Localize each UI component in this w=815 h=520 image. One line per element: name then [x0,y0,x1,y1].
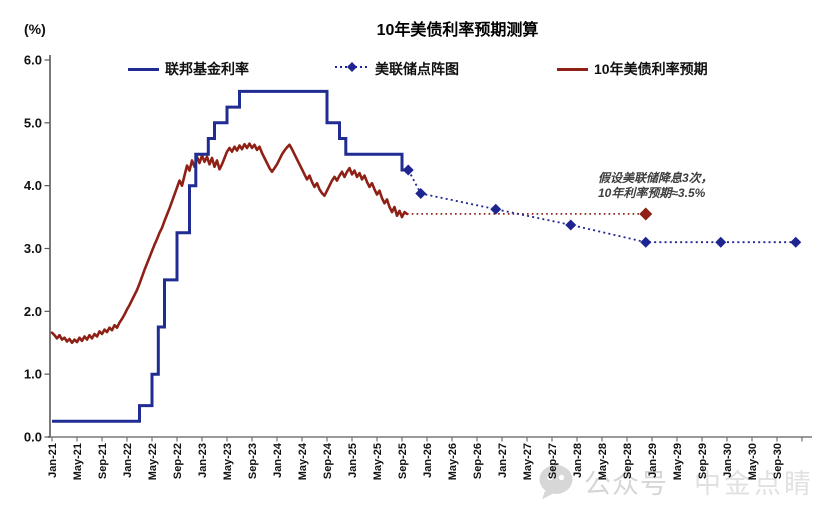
x-tick-label: May-23 [222,443,234,480]
y-tick-label: 0.0 [24,430,42,445]
dot-plot-marker [715,236,727,248]
x-tick-label: Sep-28 [622,443,634,479]
x-tick-label: Jan-24 [272,442,284,478]
x-tick-label: May-21 [72,443,84,480]
legend-label: 10年美债利率预期 [594,61,708,77]
x-tick-label: Sep-23 [247,443,259,479]
x-tick-label: Sep-30 [772,443,784,479]
x-tick-label: May-30 [747,443,759,480]
x-tick-label: Jan-27 [497,443,509,478]
x-tick-label: Sep-29 [697,443,709,479]
legend-label: 美联储点阵图 [375,61,459,77]
y-tick-label: 2.0 [24,304,42,319]
chart-title: 10年美债利率预期测算 [376,22,539,39]
x-tick-label: May-25 [372,443,384,480]
y-tick-label: 5.0 [24,115,42,130]
x-tick-label: May-27 [522,443,534,480]
x-tick-label: Jan-28 [572,443,584,478]
dot-plot-marker [415,188,427,200]
x-tick-label: Jan-22 [122,443,134,478]
x-tick-label: Sep-22 [172,443,184,479]
legend-label: 联邦基金利率 [165,61,249,77]
x-tick-label: May-24 [297,442,309,480]
annotation-line2: 10年利率预期≈3.5% [598,186,706,200]
dot-plot-marker [640,236,652,248]
x-tick-label: May-28 [597,443,609,480]
dot-plot-marker [790,236,802,248]
forecast-diamond-marker [639,207,653,221]
x-tick-label: Jan-21 [47,443,59,478]
x-tick-label: May-29 [672,443,684,480]
y-tick-label: 1.0 [24,367,42,382]
x-tick-label: Sep-21 [97,443,109,479]
fed-funds-line [52,89,407,423]
x-tick-label: Jan-25 [347,443,359,478]
treasury-forecast-line [50,142,409,345]
x-tick-label: Jan-26 [422,443,434,478]
x-tick-label: Jan-29 [647,443,659,478]
treasury-legend-swatch [557,67,588,71]
x-tick-label: Sep-24 [322,442,334,479]
y-axis-unit-label: (%) [24,21,46,37]
y-tick-label: 4.0 [24,178,42,193]
legend-item-fed-funds: 联邦基金利率 [128,60,249,78]
x-tick-label: Sep-25 [397,443,409,479]
x-tick-label: May-22 [147,443,159,480]
dot-plot-marker [402,164,414,176]
dot-plot-legend-swatch [335,60,369,78]
x-tick-label: Jan-30 [722,443,734,478]
legend-item-dot-plot: 美联储点阵图 [335,60,459,78]
x-tick-label: Sep-27 [547,443,559,479]
dot-plot-marker [490,203,502,215]
y-tick-label: 3.0 [24,241,42,256]
fed-funds-legend-swatch [128,67,159,71]
dot-plot-marker [565,219,577,231]
x-tick-label: Sep-26 [472,443,484,479]
x-tick-label: Jan-23 [197,443,209,478]
annotation-line1: 假设美联储降息3次， [598,171,713,185]
y-tick-label: 6.0 [24,53,42,68]
assumption-annotation: 假设美联储降息3次， 10年利率预期≈3.5% [598,171,713,201]
x-tick-label: May-26 [447,443,459,480]
legend-item-treasury-forecast: 10年美债利率预期 [557,60,708,78]
